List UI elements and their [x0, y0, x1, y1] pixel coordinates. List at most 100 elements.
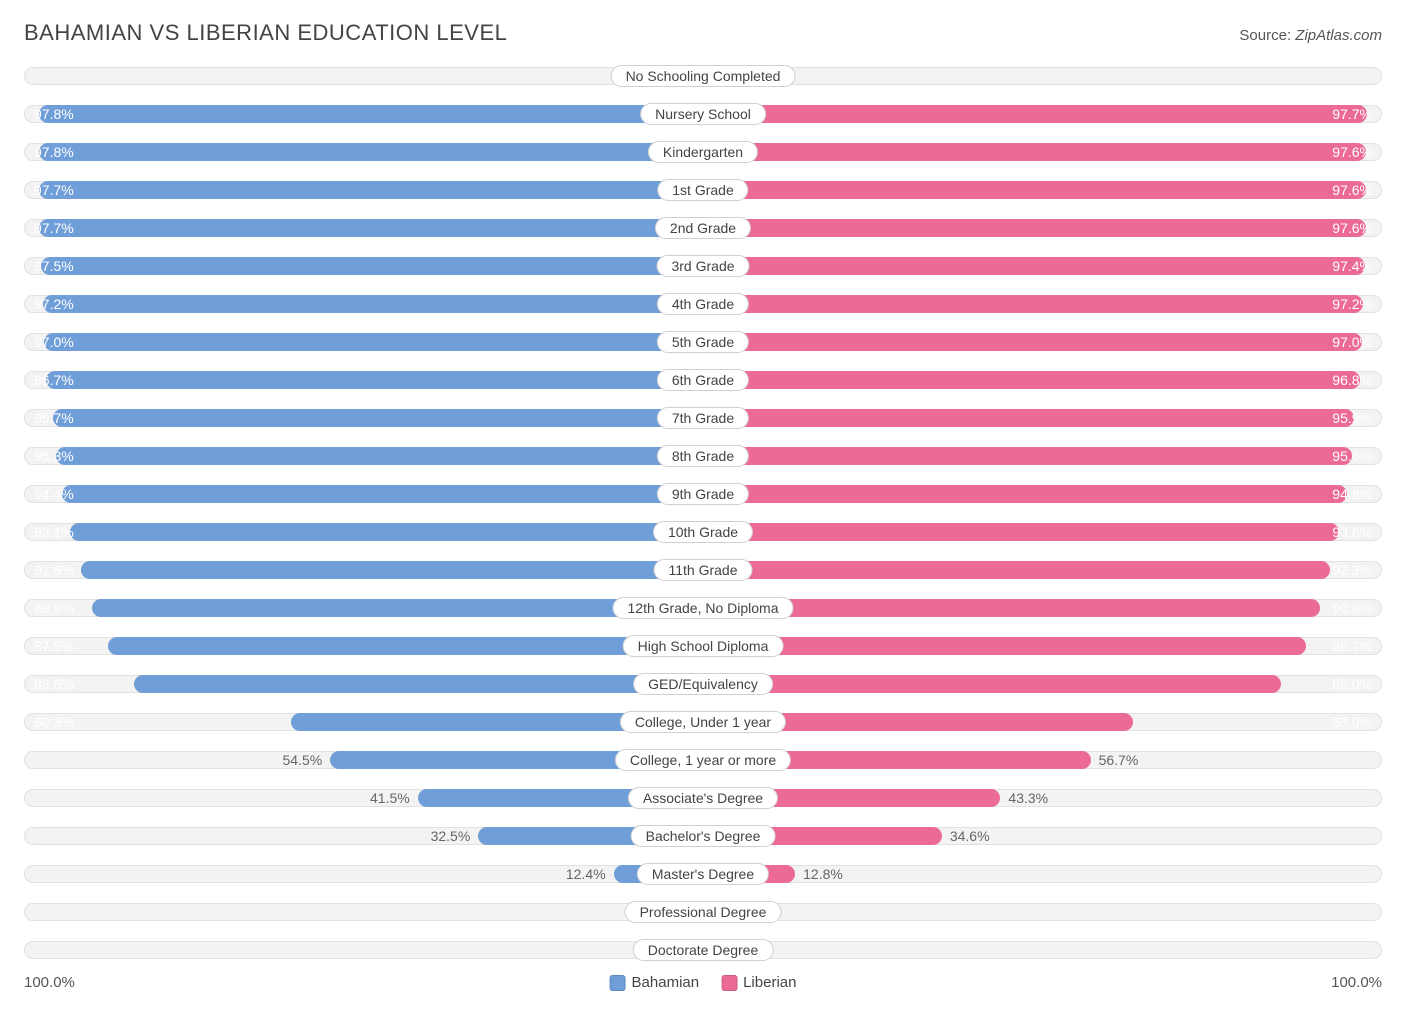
category-label: Bachelor's Degree [631, 825, 776, 847]
value-left: 41.5% [370, 789, 410, 807]
track-right [709, 941, 1382, 959]
category-label: Doctorate Degree [633, 939, 774, 961]
value-right: 97.4% [1332, 257, 1372, 275]
source-label: Source: [1239, 27, 1291, 44]
value-right: 97.0% [1332, 333, 1372, 351]
value-right: 85.0% [1332, 675, 1372, 693]
bar-right [709, 523, 1339, 541]
axis-left-label: 100.0% [24, 974, 75, 991]
chart-row: 83.6%85.0%GED/Equivalency [24, 670, 1382, 698]
chart-row: 54.5%56.7%College, 1 year or more [24, 746, 1382, 774]
category-label: College, Under 1 year [620, 711, 786, 733]
bar-right [709, 105, 1367, 123]
bar-right [709, 371, 1360, 389]
chart-row: 1.5%1.5%Doctorate Degree [24, 936, 1382, 964]
bar-left [46, 371, 697, 389]
chart-row: 97.0%97.0%5th Grade [24, 328, 1382, 356]
legend-label-right: Liberian [743, 974, 796, 991]
value-left: 97.7% [34, 181, 74, 199]
category-label: 6th Grade [657, 369, 749, 391]
chart-row: 97.8% 97.7% Nursery School [24, 100, 1382, 128]
legend-label-left: Bahamian [632, 974, 700, 991]
chart-row: 97.7%97.6%2nd Grade [24, 214, 1382, 242]
category-label: 9th Grade [657, 483, 749, 505]
value-right: 90.8% [1332, 599, 1372, 617]
value-right: 93.6% [1332, 523, 1372, 541]
value-left: 97.8% [34, 143, 74, 161]
chart-source: Source: ZipAtlas.com [1239, 27, 1382, 44]
bar-right [709, 561, 1330, 579]
value-right: 97.7% [1332, 105, 1372, 123]
chart-row: 91.6%92.3%11th Grade [24, 556, 1382, 584]
value-left: 97.2% [34, 295, 74, 313]
category-label: Associate's Degree [628, 787, 778, 809]
category-label: College, 1 year or more [615, 749, 791, 771]
chart-row: 2.2%2.4%No Schooling Completed [24, 62, 1382, 90]
bar-right [709, 181, 1366, 199]
category-label: Kindergarten [648, 141, 758, 163]
bar-left [39, 143, 697, 161]
bar-left [81, 561, 697, 579]
chart-row: 94.4%94.8%9th Grade [24, 480, 1382, 508]
value-right: 96.8% [1332, 371, 1372, 389]
chart-row: 12.4%12.8%Master's Degree [24, 860, 1382, 888]
bar-right [709, 143, 1366, 161]
chart-row: 93.1%93.6%10th Grade [24, 518, 1382, 546]
chart-row: 87.5%88.7%High School Diploma [24, 632, 1382, 660]
bar-right [709, 257, 1365, 275]
category-label: 8th Grade [657, 445, 749, 467]
chart-row: 97.2%97.2%4th Grade [24, 290, 1382, 318]
value-left: 54.5% [283, 751, 323, 769]
value-left: 95.7% [34, 409, 74, 427]
value-right: 43.3% [1008, 789, 1048, 807]
chart-row: 3.7%3.6%Professional Degree [24, 898, 1382, 926]
category-label: Nursery School [640, 103, 766, 125]
value-right: 94.8% [1332, 485, 1372, 503]
value-right: 63.0% [1332, 713, 1372, 731]
value-right: 97.6% [1332, 143, 1372, 161]
category-label: 12th Grade, No Diploma [613, 597, 794, 619]
chart-header: BAHAMIAN VS LIBERIAN EDUCATION LEVEL Sou… [24, 20, 1382, 46]
value-left: 83.6% [34, 675, 74, 693]
value-right: 97.2% [1332, 295, 1372, 313]
track-left [24, 903, 697, 921]
bar-left [39, 181, 697, 199]
value-left: 97.7% [34, 219, 74, 237]
value-left: 96.7% [34, 371, 74, 389]
value-left: 97.8% [34, 105, 74, 123]
category-label: 1st Grade [657, 179, 748, 201]
legend-swatch-left [610, 975, 626, 991]
chart-row: 97.8% 97.6% Kindergarten [24, 138, 1382, 166]
category-label: 5th Grade [657, 331, 749, 353]
value-left: 32.5% [431, 827, 471, 845]
bar-left [41, 257, 697, 275]
value-right: 12.8% [803, 865, 843, 883]
value-right: 97.6% [1332, 181, 1372, 199]
value-right: 95.9% [1332, 409, 1372, 427]
value-left: 97.5% [34, 257, 74, 275]
category-label: 3rd Grade [656, 255, 749, 277]
category-label: 2nd Grade [655, 217, 751, 239]
chart-row: 96.7% 96.8% 6th Grade [24, 366, 1382, 394]
source-name: ZipAtlas.com [1295, 27, 1382, 44]
chart-footer: 100.0% Bahamian Liberian 100.0% [24, 974, 1382, 998]
bar-left [92, 599, 697, 617]
bar-right [709, 637, 1306, 655]
value-left: 91.6% [34, 561, 74, 579]
bar-left [62, 485, 697, 503]
track-right [709, 903, 1382, 921]
value-left: 60.3% [34, 713, 74, 731]
bar-left [108, 637, 697, 655]
chart-row: 60.3% 63.0% College, Under 1 year [24, 708, 1382, 736]
category-label: No Schooling Completed [611, 65, 796, 87]
legend-swatch-right [721, 975, 737, 991]
category-label: 7th Grade [657, 407, 749, 429]
chart-title: BAHAMIAN VS LIBERIAN EDUCATION LEVEL [24, 20, 507, 46]
value-right: 34.6% [950, 827, 990, 845]
bar-left [56, 447, 697, 465]
bar-right [709, 409, 1354, 427]
bar-left [53, 409, 697, 427]
bar-left [39, 219, 697, 237]
bar-right [709, 599, 1320, 617]
category-label: 11th Grade [653, 559, 752, 581]
